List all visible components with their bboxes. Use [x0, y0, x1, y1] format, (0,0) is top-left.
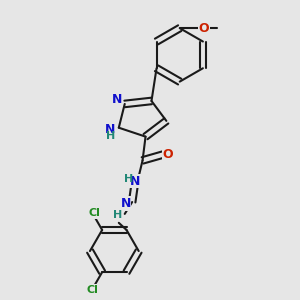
- Text: Cl: Cl: [87, 285, 99, 295]
- Text: O: O: [163, 148, 173, 161]
- Text: N: N: [112, 93, 122, 106]
- Text: H: H: [113, 210, 122, 220]
- Text: Cl: Cl: [88, 208, 101, 218]
- Text: H: H: [124, 174, 133, 184]
- Text: H: H: [106, 131, 116, 141]
- Text: N: N: [120, 197, 131, 210]
- Text: O: O: [199, 22, 209, 34]
- Text: N: N: [105, 123, 116, 136]
- Text: N: N: [130, 175, 140, 188]
